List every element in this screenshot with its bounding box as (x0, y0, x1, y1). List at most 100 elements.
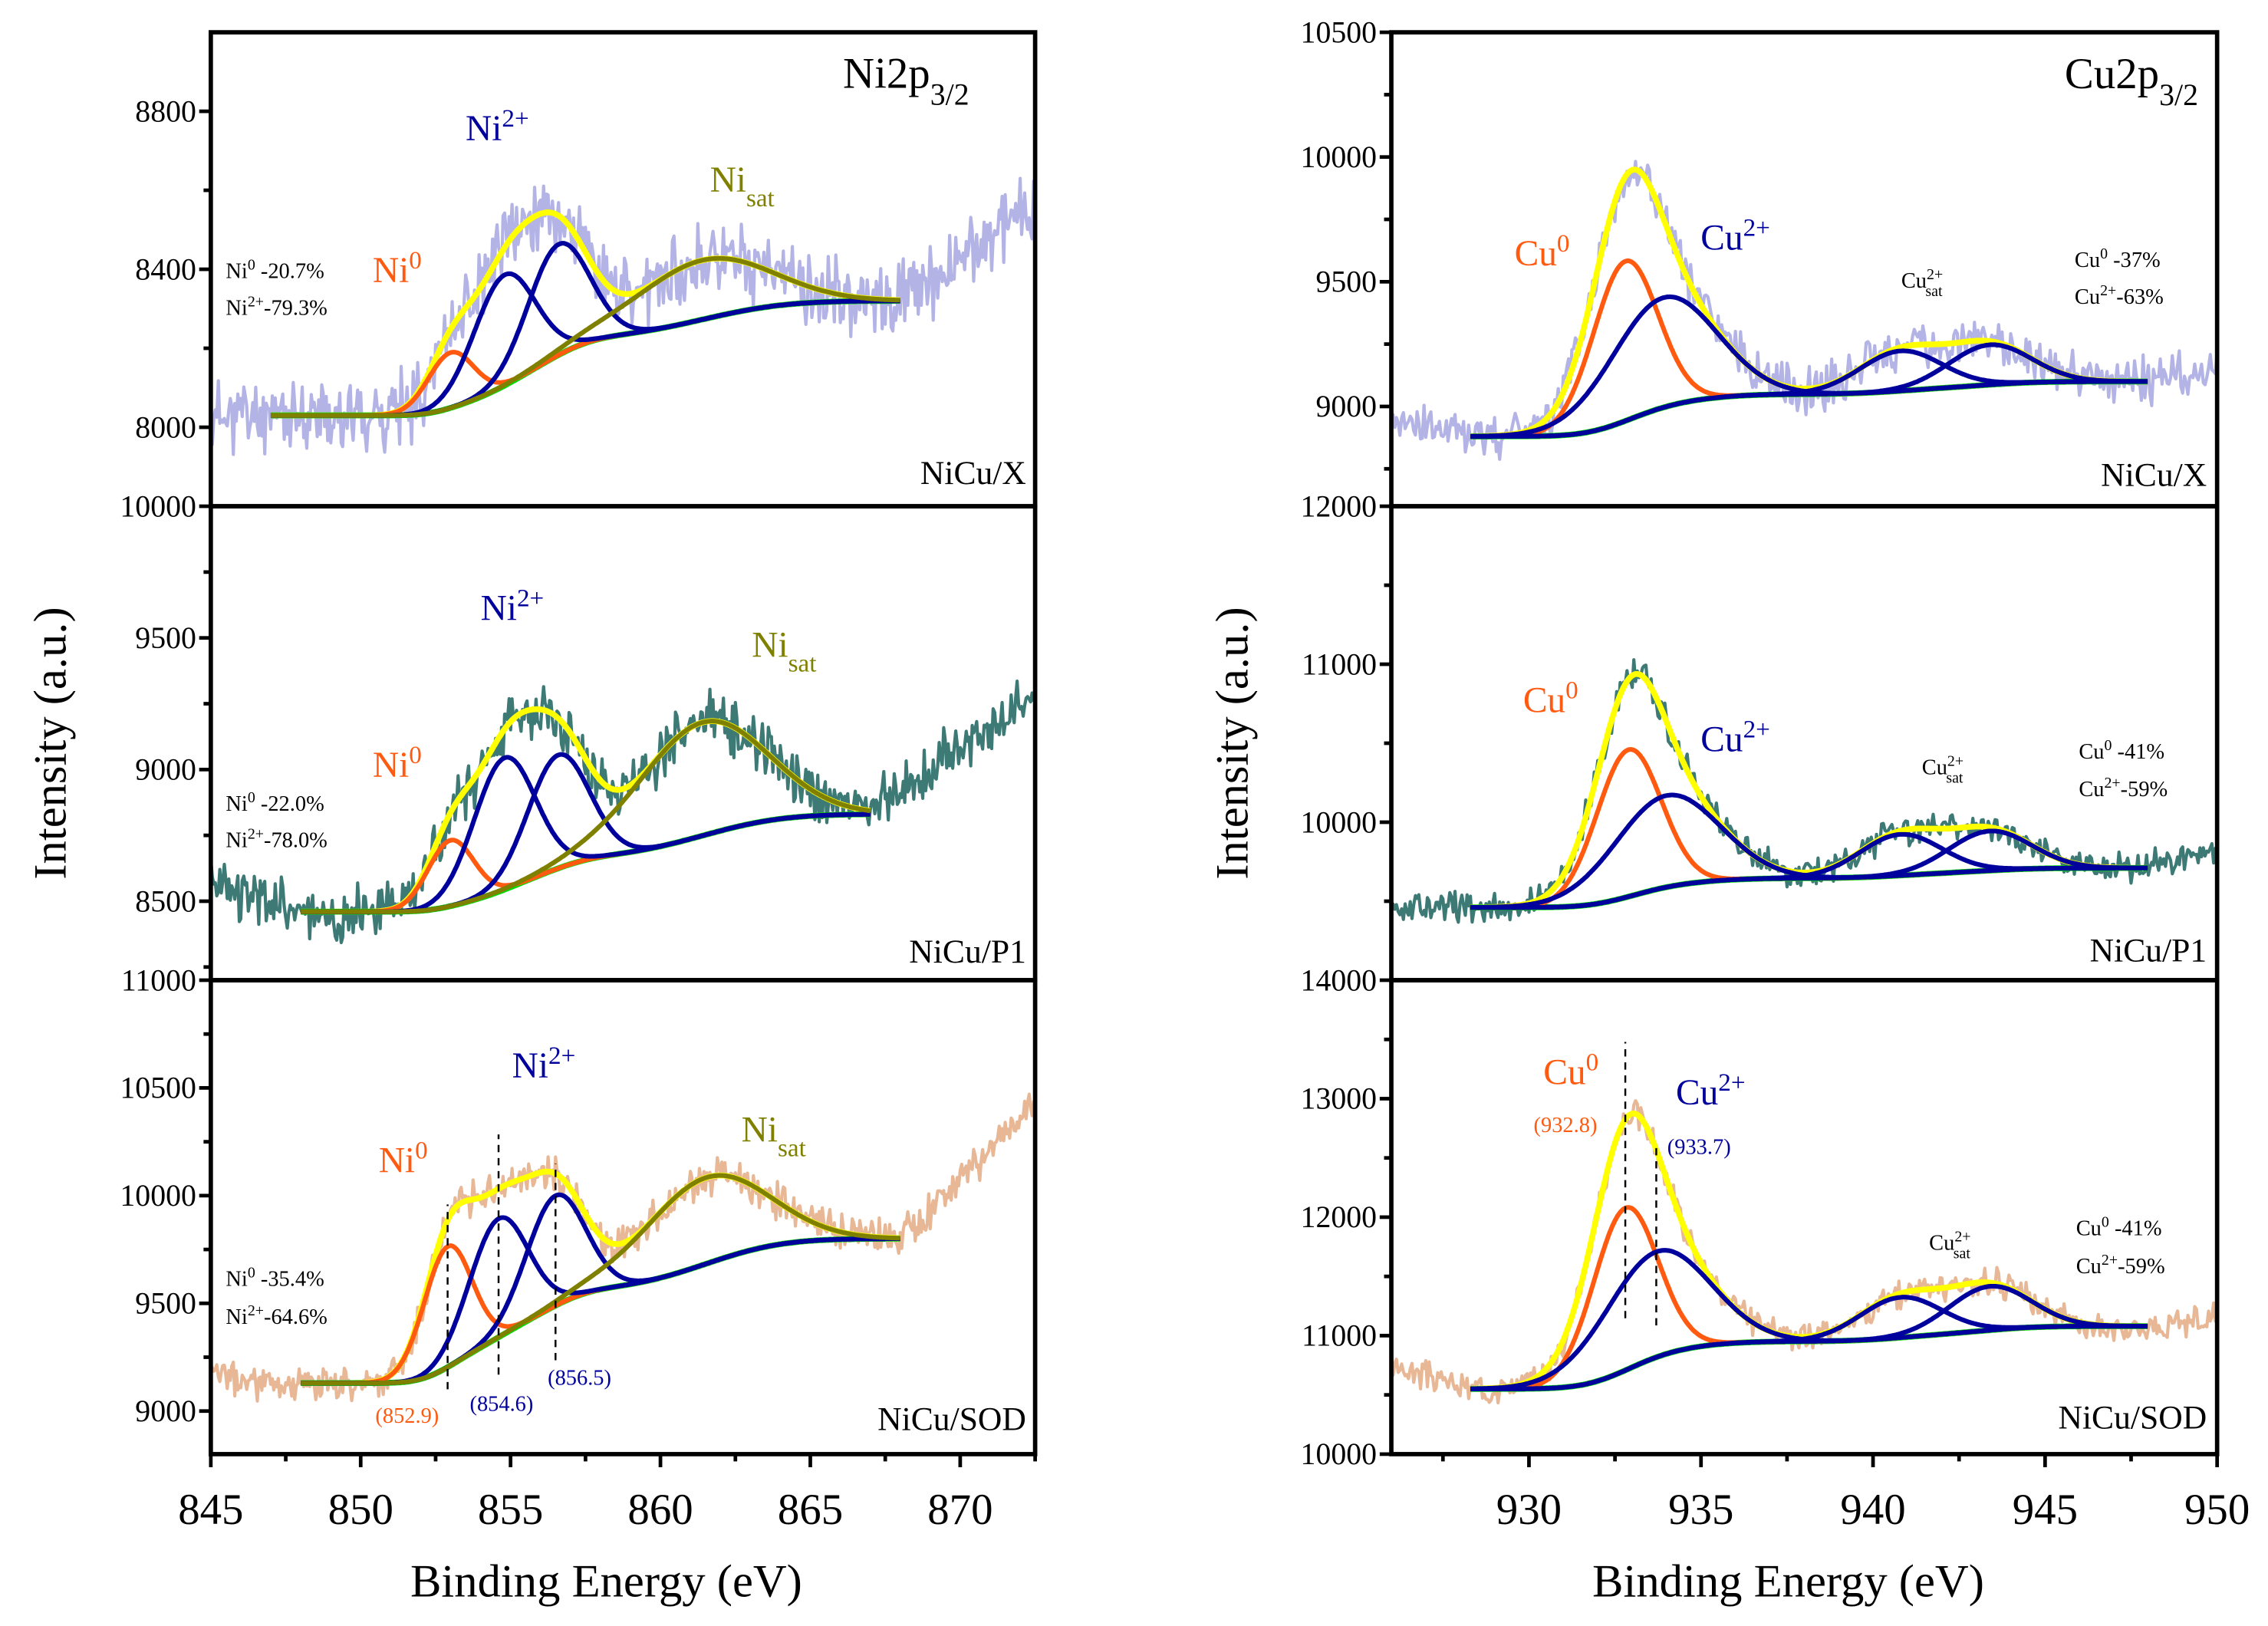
annotation-peak: Cu2+ (1700, 213, 1770, 258)
annotation-text: Ni (742, 1111, 778, 1150)
annotation-pos: (852.9) (375, 1404, 439, 1428)
annotation-text: Ni (225, 1305, 248, 1329)
right-x-axis-label: Binding Energy (eV) (1592, 1556, 1984, 1608)
annotation-sub: 3/2 (2159, 78, 2198, 112)
y-tick-label: 11000 (121, 963, 196, 997)
y-tick-label: 10000 (1301, 140, 1378, 174)
x-tick-label: 865 (778, 1486, 843, 1534)
annotation-sup: 0 (409, 246, 422, 275)
annotation-peak: Cu0 (1523, 676, 1578, 721)
annotation-sample: NiCu/X (920, 455, 1026, 492)
annotation-text: Cu (2079, 740, 2104, 764)
annotation-sat: Cu2+ sat (1901, 266, 1943, 300)
annotation-text: (856.5) (548, 1366, 611, 1390)
annotation-text: Cu (2079, 778, 2104, 801)
annotation-text: -78.0% (264, 828, 328, 852)
annotation-text: Cu (1700, 719, 1743, 759)
annotation-pct: Cu0 -41% (2076, 1214, 2162, 1241)
annotation-text: (932.8) (1534, 1114, 1598, 1137)
annotation-text: Ni (373, 746, 409, 785)
annotation-text: Ni (225, 792, 248, 816)
x-tick-label: 855 (478, 1486, 543, 1534)
annotation-sup: 2+ (517, 584, 544, 612)
annotation-text: Ni (466, 109, 502, 149)
x-tick-label: 845 (178, 1486, 243, 1534)
raw-spectrum-line (1391, 160, 2217, 461)
annotation-pct: Cu0 -41% (2079, 737, 2164, 764)
left-y-axis-label: Intensity (a.u.) (25, 607, 76, 879)
annotation-text: -63% (2116, 285, 2164, 309)
annotation-peak: Cu0 (1543, 1048, 1598, 1093)
annotation-text: Cu (2076, 1217, 2102, 1241)
annotation-text: NiCu/X (2101, 456, 2207, 493)
annotation-text: Cu (1676, 1073, 1718, 1113)
y-tick-label: 9500 (135, 1287, 196, 1321)
annotation-sample: NiCu/X (2101, 456, 2207, 493)
annotation-sample: NiCu/SOD (2058, 1400, 2207, 1437)
annotation-peak: Cu0 (1515, 229, 1570, 275)
y-tick-label: 8000 (135, 410, 196, 444)
annotation-text: Ni (481, 589, 517, 629)
annotation-text: Ni (373, 251, 409, 291)
annotation-text: Cu (1929, 1232, 1954, 1256)
annotation-peak: Cu2+ (1676, 1068, 1746, 1114)
annotation-sup: 2+ (248, 293, 264, 310)
y-tick-label: 8400 (135, 252, 196, 286)
annotation-text: Ni2p (843, 50, 930, 98)
annotation-peak: Nisat (710, 160, 775, 212)
right-y-axis-label: Intensity (a.u.) (1206, 607, 1258, 879)
y-tick-label: 12000 (1301, 1200, 1378, 1234)
plot-area (1391, 160, 2217, 461)
annotation-sup: 2+ (1927, 266, 1943, 283)
annotation-sat: Cu2+ sat (1922, 753, 1964, 787)
y-tick-label: 11000 (1302, 1319, 1377, 1353)
annotation-sub: sat (1954, 1246, 1971, 1262)
annotation-title: Cu2p3/2 (2065, 50, 2198, 112)
annotation-sample: NiCu/SOD (877, 1401, 1026, 1437)
annotation-sup: 0 (415, 1136, 428, 1164)
component-Cu0-line (1470, 747, 2148, 910)
annotation-peak: Ni2+ (466, 104, 529, 150)
annotation-sup: 2+ (502, 104, 528, 133)
annotation-text: Ni (379, 1141, 415, 1181)
annotation-sup: 2+ (2102, 1252, 2118, 1269)
annotation-peak: Nisat (742, 1111, 807, 1163)
y-tick-label: 10000 (120, 1179, 196, 1213)
annotation-sup: 0 (248, 789, 255, 806)
annotation-text: (852.9) (375, 1404, 439, 1428)
annotation-sup: 0 (1557, 229, 1570, 258)
annotation-text: Ni (225, 259, 248, 283)
plot-area (210, 679, 1035, 945)
annotation-pct: Ni2+-79.3% (225, 293, 328, 320)
annotation-text: -22.0% (255, 792, 324, 816)
annotation-text: -59% (2118, 1255, 2165, 1279)
annotation-text: Cu (1700, 218, 1743, 258)
plot-area (1391, 1042, 2217, 1405)
annotation-peak: Ni0 (373, 246, 422, 291)
annotation-sub: sat (788, 649, 818, 677)
annotation-text: NiCu/X (920, 455, 1026, 492)
annotation-pct: Cu2+-59% (2076, 1252, 2165, 1279)
annotation-pct: Cu0 -37% (2075, 245, 2161, 272)
annotation-text: -35.4% (255, 1268, 324, 1292)
annotation-text: NiCu/P1 (909, 933, 1026, 970)
y-tick-label: 9500 (1315, 265, 1377, 299)
y-tick-label: 9500 (135, 621, 196, 655)
annotation-sup: 0 (248, 1265, 255, 1282)
annotation-pct: Cu2+-63% (2075, 282, 2164, 309)
y-tick-label: 14000 (1301, 963, 1378, 997)
panel-Cu2p3-2-NiCu-SOD: 10000 11000 12000 13000 14000 930 935 940 945 950… (1301, 963, 2250, 1534)
annotation-text: Ni (710, 160, 746, 200)
y-tick-label: 10500 (120, 1071, 196, 1105)
annotation-sub: sat (1925, 283, 1943, 300)
annotation-sup: 2+ (1743, 715, 1770, 743)
annotation-sup: 0 (1586, 1048, 1599, 1076)
annotation-pct: Ni2+-64.6% (225, 1302, 328, 1329)
fit-envelope-line (301, 1168, 901, 1387)
annotation-sup: 2+ (248, 825, 264, 842)
